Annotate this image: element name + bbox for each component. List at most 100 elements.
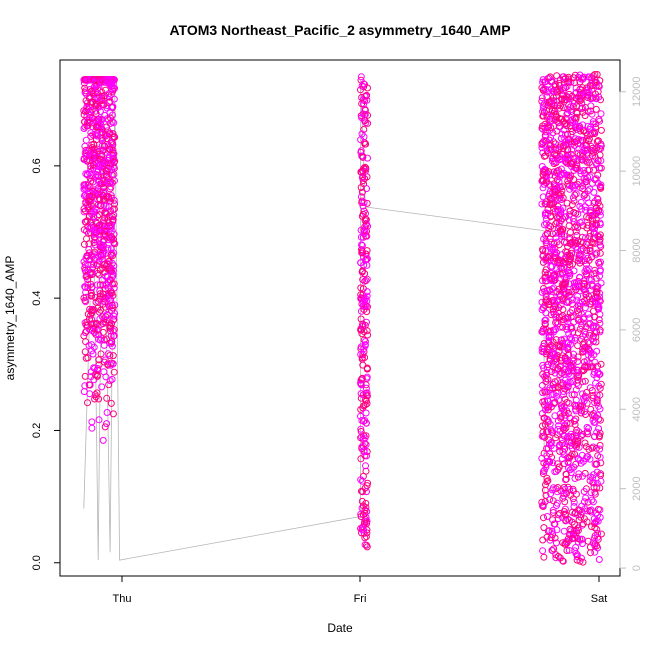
- data-point: [547, 368, 555, 376]
- data-point: [582, 206, 590, 214]
- y2-tick-label: 12000: [631, 76, 643, 107]
- data-point: [542, 209, 550, 217]
- data-point: [556, 447, 564, 455]
- data-point: [111, 240, 119, 248]
- data-point: [98, 142, 106, 150]
- data-point: [573, 366, 581, 374]
- data-point: [593, 391, 601, 399]
- data-point: [541, 320, 549, 328]
- data-point: [572, 165, 580, 172]
- data-point: [574, 329, 582, 337]
- data-point: [558, 436, 566, 444]
- data-point: [551, 270, 559, 278]
- data-point: [588, 238, 596, 246]
- data-point: [568, 92, 576, 100]
- data-point: [583, 84, 591, 92]
- data-point: [80, 240, 88, 248]
- data-point: [579, 520, 587, 528]
- data-point: [82, 298, 90, 306]
- data-point: [97, 121, 105, 129]
- data-point: [551, 378, 559, 386]
- data-point: [82, 87, 89, 95]
- data-point: [570, 97, 578, 104]
- data-point: [91, 371, 99, 379]
- data-point: [590, 148, 598, 156]
- data-point: [565, 546, 573, 554]
- data-point: [551, 140, 559, 148]
- data-point: [572, 386, 580, 394]
- data-point: [555, 463, 563, 471]
- data-point: [576, 287, 584, 295]
- data-point: [357, 455, 365, 463]
- data-point: [92, 79, 100, 87]
- data-point: [88, 114, 96, 122]
- trace-line: [83, 79, 545, 561]
- data-point: [357, 343, 365, 351]
- data-point: [570, 354, 577, 362]
- data-point: [581, 104, 589, 111]
- data-point: [86, 145, 94, 153]
- data-point: [545, 105, 553, 113]
- data-point: [572, 94, 580, 102]
- data-point: [93, 89, 101, 97]
- data-point: [539, 389, 547, 397]
- data-point: [110, 163, 118, 171]
- data-point: [591, 71, 599, 78]
- data-point: [558, 264, 566, 272]
- data-point: [540, 304, 548, 312]
- data-point: [88, 106, 96, 114]
- data-point: [580, 457, 587, 465]
- data-point: [543, 220, 550, 228]
- data-point: [101, 158, 109, 166]
- data-point: [105, 145, 113, 153]
- data-point: [538, 84, 546, 92]
- data-point: [556, 173, 564, 181]
- data-point: [573, 436, 581, 444]
- data-point: [596, 328, 604, 336]
- data-point: [84, 354, 92, 362]
- data-point: [590, 534, 598, 542]
- data-point: [358, 199, 366, 207]
- data-point: [547, 141, 555, 149]
- data-point: [93, 226, 101, 234]
- data-point: [81, 329, 89, 337]
- y2-tick-label: 2000: [631, 476, 643, 500]
- data-point: [361, 509, 369, 517]
- data-point: [596, 151, 604, 159]
- data-point: [94, 176, 102, 184]
- data-point: [561, 347, 569, 355]
- data-point: [106, 327, 114, 335]
- data-point: [570, 498, 578, 506]
- data-point: [362, 384, 370, 392]
- data-point: [597, 110, 605, 118]
- data-point: [361, 434, 369, 442]
- data-point: [358, 242, 366, 249]
- data-point: [583, 141, 590, 149]
- data-point: [357, 380, 365, 388]
- data-point: [99, 328, 107, 336]
- data-point: [591, 225, 599, 233]
- data-point: [363, 448, 371, 456]
- data-point: [84, 260, 91, 268]
- data-point: [596, 211, 604, 219]
- data-point: [96, 240, 104, 248]
- x-tick-label: Sat: [591, 593, 608, 605]
- data-point: [360, 199, 368, 206]
- data-point: [109, 216, 117, 224]
- data-point: [555, 313, 563, 321]
- data-point: [358, 188, 366, 196]
- data-point: [539, 247, 547, 255]
- data-point: [99, 320, 107, 328]
- data-point: [81, 184, 89, 192]
- data-point: [565, 258, 573, 266]
- data-point: [550, 400, 558, 408]
- data-point: [103, 76, 111, 84]
- data-point: [567, 452, 575, 460]
- data-point: [80, 125, 88, 132]
- data-point: [592, 175, 600, 183]
- data-point: [572, 527, 580, 535]
- data-point: [362, 462, 369, 470]
- y-tick-label: 0.2: [31, 423, 43, 438]
- data-point: [583, 507, 591, 515]
- data-point: [580, 192, 588, 200]
